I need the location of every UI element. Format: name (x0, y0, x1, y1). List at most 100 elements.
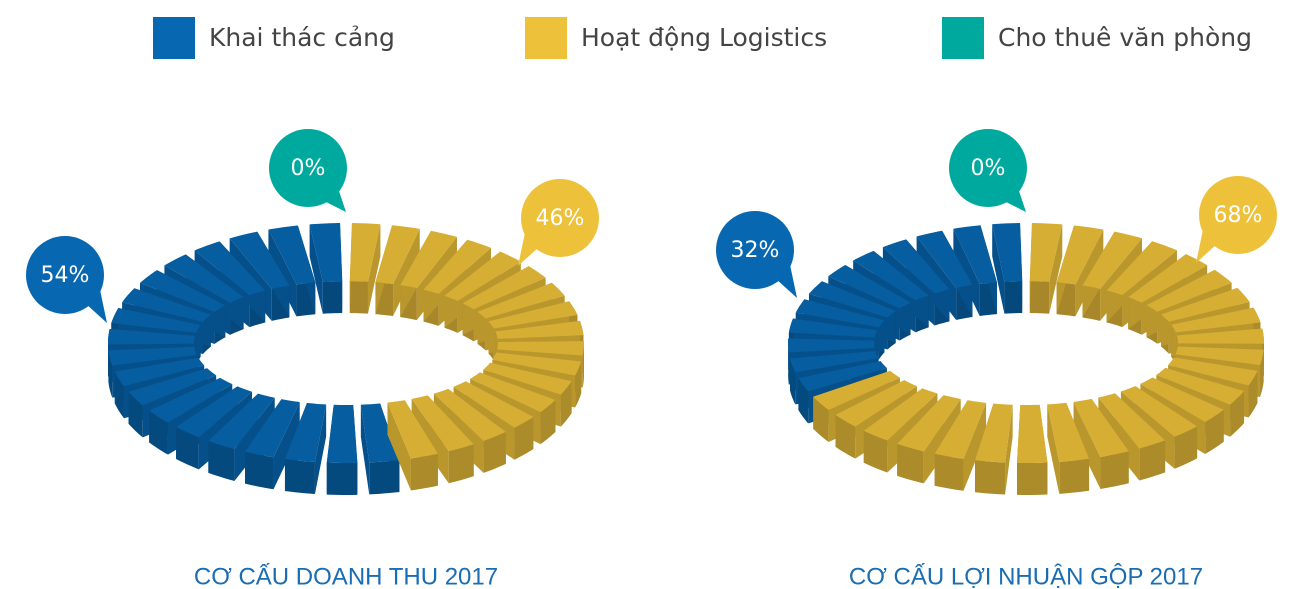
segment-top (488, 301, 578, 329)
segment-top (229, 231, 290, 289)
segment-outer (410, 453, 438, 491)
segment-top (114, 357, 205, 387)
segment-top (934, 400, 987, 459)
segment-end (1005, 404, 1013, 495)
legend-swatch (153, 17, 195, 59)
segment-top (788, 318, 878, 338)
segment-outer (789, 358, 796, 405)
legend-swatch (525, 17, 567, 59)
segment-outer (176, 427, 199, 470)
segment-outer (326, 462, 358, 495)
segment-inner (1004, 281, 1023, 314)
segment-outer (540, 399, 556, 445)
segment-top (245, 399, 300, 458)
segment-top (1156, 367, 1245, 405)
segment-end (411, 398, 449, 484)
segment-top (863, 388, 938, 441)
segment-top (1146, 269, 1232, 312)
segment-top (139, 270, 226, 312)
bubble-tail (1196, 225, 1218, 263)
segment-end (1075, 229, 1104, 317)
bubble-tail (518, 228, 540, 266)
segment-outer (448, 444, 474, 484)
pie-slice (349, 223, 584, 491)
segment-outer (1016, 462, 1048, 495)
segment-outer (208, 440, 235, 481)
segment-outer (1248, 370, 1258, 418)
segment-end (923, 398, 961, 484)
segment-top (309, 223, 343, 282)
segment-outer (788, 338, 789, 385)
segment-outer (813, 396, 829, 443)
segment-top (1171, 307, 1261, 333)
segment-top (789, 351, 879, 373)
segment-outer (1230, 391, 1245, 437)
segment-top (268, 225, 316, 285)
segment-top (1056, 225, 1104, 285)
segment-top (1073, 398, 1129, 457)
value-label: 32% (731, 238, 780, 263)
segment-top (828, 264, 911, 309)
segment-top (423, 239, 491, 294)
segment-top (1120, 386, 1198, 437)
segment-end (953, 228, 980, 316)
segment-top (808, 281, 896, 318)
segment-top (975, 403, 1013, 463)
segment-top (788, 338, 875, 353)
segment-top (497, 341, 584, 356)
segment-end (1047, 404, 1060, 494)
segment-end (268, 229, 297, 317)
segment-end (273, 402, 300, 490)
value-label: 0% (971, 156, 1006, 181)
segment-inner (1029, 281, 1050, 314)
segment-outer (897, 443, 924, 484)
segment-outer (798, 378, 809, 424)
segment-top (492, 352, 582, 376)
segment-inner (349, 281, 368, 314)
bubble (716, 211, 794, 289)
segment-end (367, 224, 381, 314)
segment-top (470, 372, 556, 413)
segment-top (1029, 223, 1063, 282)
segment-end (309, 224, 323, 314)
segment-top (798, 361, 887, 392)
segment-top (1106, 241, 1177, 296)
segment-top (992, 223, 1023, 282)
segment-outer (975, 460, 1006, 495)
segment-end (1049, 224, 1063, 314)
bubble-tail (318, 188, 346, 212)
segment-top (953, 225, 997, 284)
segment-outer (934, 453, 964, 491)
segment-top (411, 395, 474, 452)
segment-top (835, 380, 917, 427)
segment-top (1128, 254, 1208, 303)
segment-top (349, 223, 381, 282)
segment-top (453, 381, 534, 428)
value-label: 68% (1214, 203, 1263, 228)
bubble (521, 179, 599, 257)
segment-top (795, 299, 885, 328)
segment-outer (1205, 409, 1224, 454)
segment-end (314, 404, 327, 494)
segment-outer (575, 361, 582, 408)
segment-outer (149, 410, 168, 455)
segment-top (400, 230, 457, 289)
segment-top (128, 368, 217, 406)
segment-top (813, 370, 900, 411)
segment-top (122, 288, 211, 322)
value-label: 0% (291, 156, 326, 181)
segment-end (1073, 401, 1101, 489)
segment-outer (582, 341, 584, 388)
segment-top (433, 388, 506, 441)
segment-top (149, 377, 233, 423)
segment-end (992, 224, 1005, 314)
segment-top (1016, 404, 1048, 463)
bubble-tail (775, 260, 797, 298)
bubble-tail (85, 285, 107, 323)
bubble (26, 236, 104, 314)
segment-top (1082, 231, 1142, 289)
segment-outer (1139, 440, 1166, 481)
segment-top (208, 393, 275, 449)
segment-end (387, 402, 411, 491)
segment-top (108, 328, 196, 345)
